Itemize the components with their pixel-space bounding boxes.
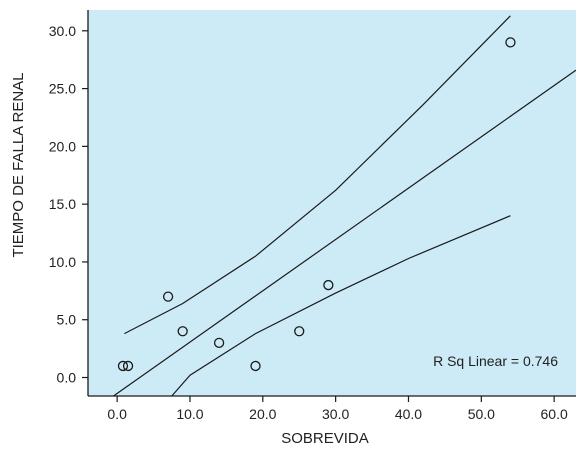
- lower-ci-line: [171, 215, 511, 397]
- y-tick-label: 25.0: [49, 81, 76, 97]
- x-tick-label: 30.0: [322, 406, 349, 422]
- x-tick-label: 20.0: [249, 406, 276, 422]
- x-tick-label: 50.0: [468, 406, 495, 422]
- confidence-interval-lines: [124, 15, 511, 397]
- data-point: [323, 279, 334, 291]
- data-point: [505, 37, 516, 48]
- data-point: [213, 337, 225, 348]
- regression-line-group: [113, 69, 576, 397]
- data-point: [250, 360, 261, 372]
- x-tick-label: 60.0: [541, 406, 568, 422]
- axes: 0.0 10.0 20.0 30.0 40.0 50.0 60.0 0.0 5.0 10.0 15.…: [49, 10, 576, 422]
- y-tick-label: 5.0: [57, 312, 77, 328]
- x-axis-title: SOBREVIDA: [281, 430, 369, 447]
- x-tick-label: 10.0: [176, 406, 203, 422]
- y-tick-label: 30.0: [49, 23, 76, 39]
- y-axis-title: TIEMPO DE FALLA RENAL: [10, 72, 27, 257]
- data-points: [117, 37, 516, 372]
- y-tick-label: 0.0: [57, 370, 77, 386]
- data-point: [122, 360, 134, 372]
- data-point: [162, 291, 174, 302]
- data-point: [177, 326, 188, 337]
- y-tick-label: 10.0: [49, 254, 76, 270]
- data-point: [117, 360, 129, 372]
- plot-area: [88, 10, 576, 396]
- r-squared-annotation: R Sq Linear = 0.746: [433, 353, 558, 369]
- y-tick-label: 20.0: [49, 138, 76, 154]
- data-point: [294, 326, 305, 337]
- upper-ci-line: [124, 15, 511, 335]
- x-tick-label: 0.0: [107, 406, 127, 422]
- regression-line: [113, 69, 576, 397]
- y-tick-label: 15.0: [49, 196, 76, 212]
- x-tick-label: 40.0: [395, 406, 422, 422]
